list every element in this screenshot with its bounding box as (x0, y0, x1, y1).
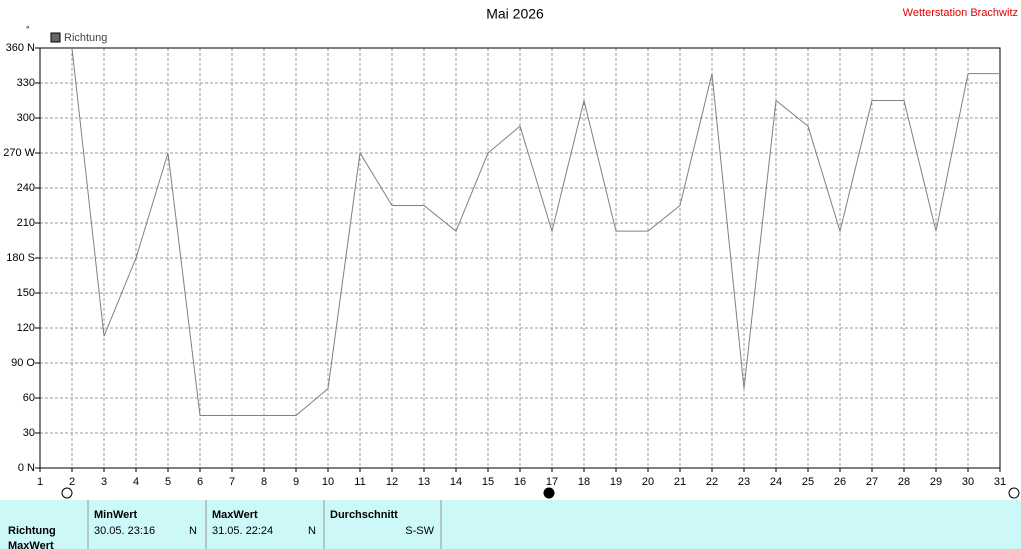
x-tick-label: 26 (834, 476, 846, 488)
x-tick-label: 5 (165, 476, 171, 488)
plot-frame (39, 47, 1001, 469)
col-header: Durchschnitt (330, 509, 398, 521)
stats-table: Richtung MaxWert MinWert 30.05. 23:16 N … (0, 500, 1021, 549)
cell: N (308, 525, 316, 537)
x-tick-label: 12 (386, 476, 398, 488)
x-tick-label: 24 (770, 476, 782, 488)
x-tick-label: 4 (133, 476, 139, 488)
y-tick-label: 60 (23, 392, 35, 404)
x-tick-label: 13 (418, 476, 430, 488)
legend-label: Richtung (64, 32, 107, 44)
x-tick-label: 31 (994, 476, 1006, 488)
x-tick-label: 7 (229, 476, 235, 488)
y-tick-label: 150 (17, 287, 35, 299)
cell: S-SW (405, 525, 434, 537)
y-tick-label: 30 (23, 427, 35, 439)
x-tick-label: 6 (197, 476, 203, 488)
x-tick-label: 2 (69, 476, 75, 488)
col-header: MinWert (94, 509, 138, 521)
x-tick-label: 15 (482, 476, 494, 488)
x-tick-label: 17 (546, 476, 558, 488)
x-tick-label: 11 (354, 476, 365, 488)
x-tick-label: 18 (578, 476, 590, 488)
y-tick-label: 0 N (18, 462, 35, 474)
x-tick-label: 23 (738, 476, 750, 488)
x-tick-label: 16 (514, 476, 526, 488)
range-end[interactable] (1008, 487, 1020, 499)
x-tick-label: 27 (866, 476, 878, 488)
col-header: MaxWert (212, 509, 258, 521)
unit: ° (26, 24, 30, 34)
y-tick-label: 270 W (3, 147, 35, 159)
x-tick-label: 30 (962, 476, 974, 488)
x-tick-label: 3 (101, 476, 107, 488)
y-tick-label: 90 O (11, 357, 35, 369)
y-tick-label: 300 (17, 112, 35, 124)
x-tick-label: 22 (706, 476, 718, 488)
x-tick-label: 8 (261, 476, 267, 488)
x-tick-label: 21 (674, 476, 686, 488)
x-tick-label: 20 (642, 476, 654, 488)
x-tick-label: 1 (37, 476, 43, 488)
y-tick-label: 330 (17, 77, 35, 89)
y-tick-label: 360 N (6, 42, 35, 54)
table-bg (0, 500, 1021, 549)
y-tick-label: 210 (17, 217, 35, 229)
x-tick-label: 9 (293, 476, 299, 488)
cell: 31.05. 22:24 (212, 525, 273, 537)
x-tick-label: 14 (450, 476, 462, 488)
range-start[interactable] (61, 487, 73, 499)
row-label: MaxWert (8, 540, 54, 549)
cell: N (189, 525, 197, 537)
x-tick-label: 25 (802, 476, 814, 488)
x-tick-label: 19 (610, 476, 622, 488)
y-tick-label: 180 S (6, 252, 35, 264)
cell: 30.05. 23:16 (94, 525, 155, 537)
x-tick-label: 28 (898, 476, 910, 488)
x-tick-label: 29 (930, 476, 942, 488)
chart-title: Mai 2026 (486, 6, 544, 22)
legend-swatch (50, 32, 61, 43)
row-label: Richtung (8, 525, 56, 537)
y-tick-label: 240 (17, 182, 35, 194)
station-name: Wetterstation Brachwitz (903, 7, 1018, 19)
series-line (71, 47, 1000, 416)
y-tick-label: 120 (17, 322, 35, 334)
range-marker[interactable] (543, 487, 555, 499)
x-tick-label: 10 (322, 476, 334, 488)
